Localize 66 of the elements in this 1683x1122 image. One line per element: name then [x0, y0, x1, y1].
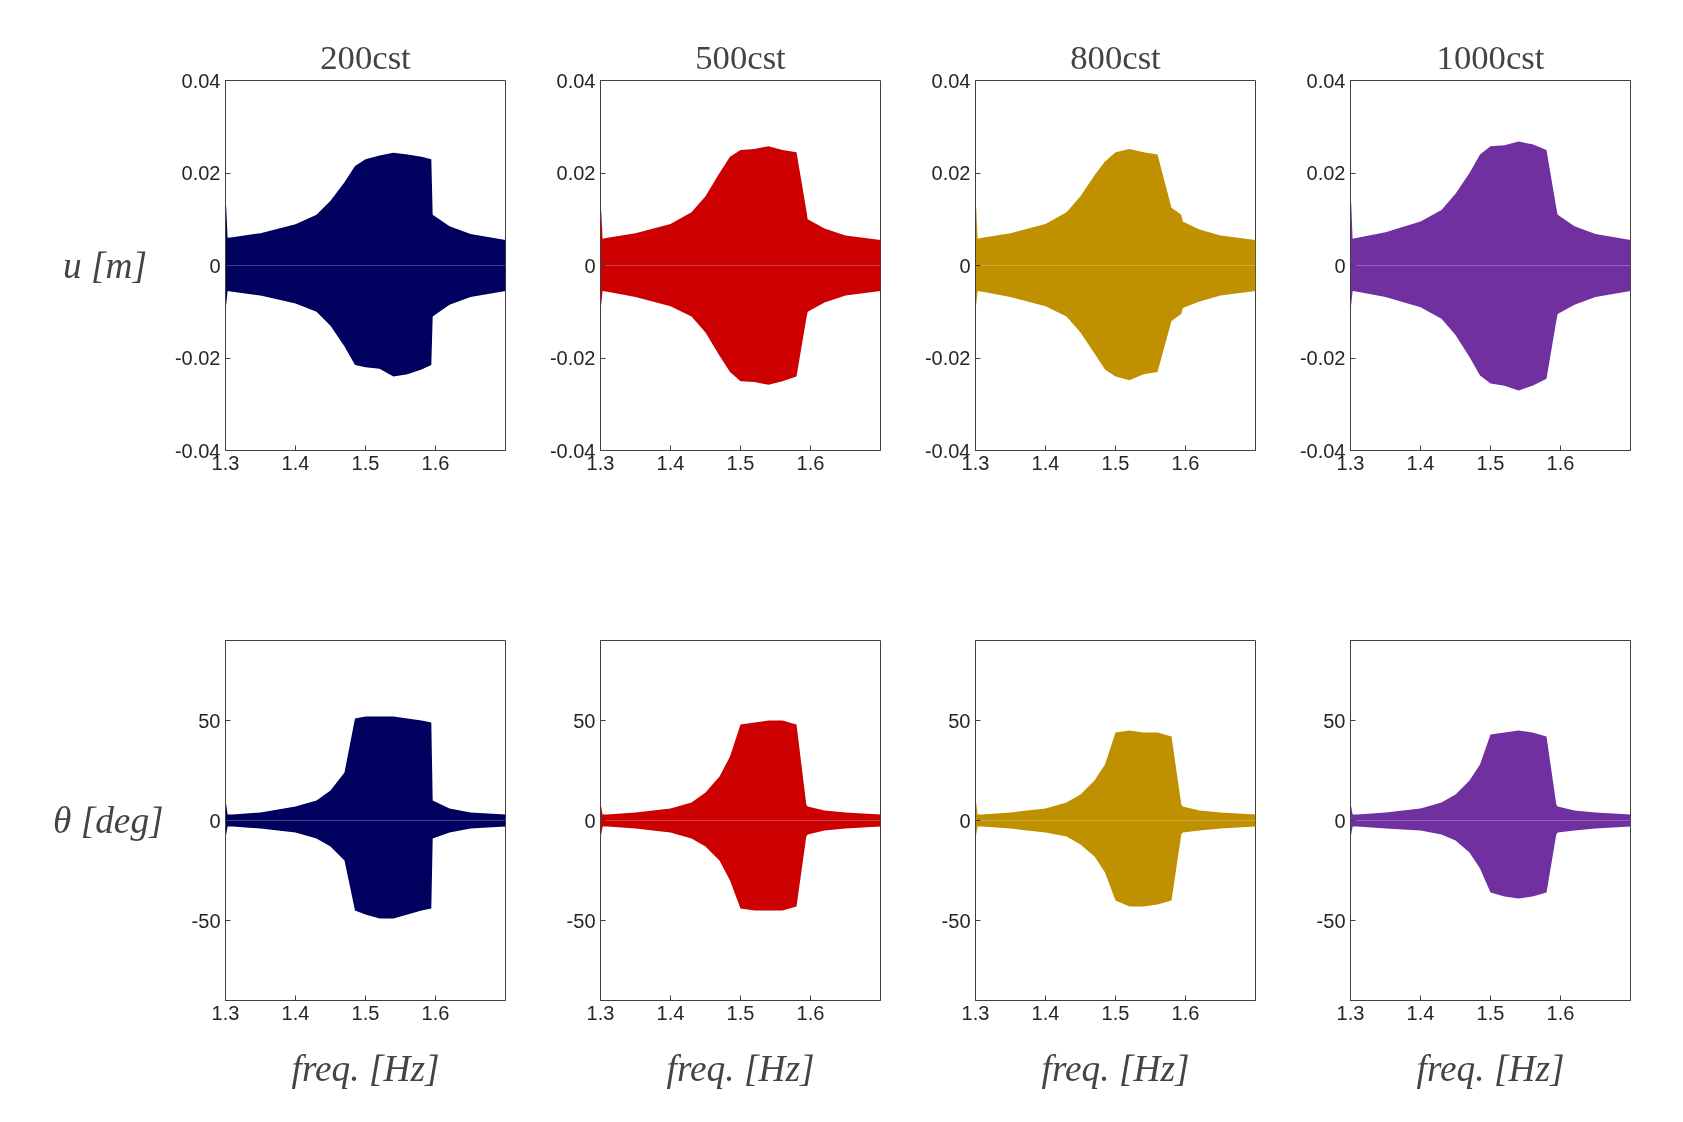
x-tick-label: 1.6 — [1546, 451, 1575, 474]
y-tick-label: 0.04 — [181, 69, 221, 92]
y-tick-label: -0.02 — [549, 347, 596, 369]
x-axis-title: freq. [Hz] — [291, 1047, 440, 1089]
x-tick-label: 1.4 — [1031, 451, 1060, 474]
y-tick-label: 0.04 — [931, 69, 971, 92]
x-axis-title: freq. [Hz] — [1416, 1047, 1565, 1089]
y-tick-label: -50 — [941, 909, 971, 932]
y-tick-label: 50 — [198, 709, 221, 732]
x-tick-label: 1.5 — [1476, 451, 1505, 474]
y-tick-label: -50 — [1316, 909, 1346, 932]
y-tick-label: 0.02 — [931, 162, 971, 184]
x-axis-title: freq. [Hz] — [666, 1047, 815, 1089]
x-tick-label: 1.6 — [421, 1001, 450, 1024]
x-tick-label: 1.4 — [281, 451, 310, 474]
x-tick-label: 1.5 — [351, 451, 380, 474]
y-tick-label: 0.02 — [556, 162, 596, 184]
y-tick-label: 0.04 — [556, 69, 596, 92]
y-tick-label: -0.02 — [1299, 347, 1346, 369]
x-tick-label: 1.6 — [796, 451, 825, 474]
y-tick-label: 0 — [1334, 254, 1346, 277]
y-tick-label: -0.02 — [924, 347, 971, 369]
x-tick-label: 1.5 — [1476, 1001, 1505, 1024]
y-tick-label: 0.04 — [1306, 69, 1346, 92]
chart-title: 800cst — [1070, 37, 1162, 76]
x-tick-label: 1.3 — [211, 1001, 240, 1024]
y-tick-label: 0 — [959, 254, 971, 277]
y-tick-label: -0.02 — [174, 347, 221, 369]
x-tick-label: 1.4 — [656, 1001, 685, 1024]
x-tick-label: 1.6 — [1171, 451, 1200, 474]
y-tick-label: 0 — [209, 809, 221, 832]
x-tick-label: 1.3 — [1336, 1001, 1365, 1024]
x-tick-label: 1.6 — [421, 451, 450, 474]
y-tick-label: 0 — [209, 254, 221, 277]
y-axis-title: u [m] — [62, 245, 147, 286]
x-tick-label: 1.5 — [726, 451, 755, 474]
x-tick-label: 1.4 — [281, 1001, 310, 1024]
x-tick-label: 1.5 — [351, 1001, 380, 1024]
y-tick-label: 50 — [948, 709, 971, 732]
y-tick-label: 0 — [959, 809, 971, 832]
y-tick-label: 0 — [1334, 809, 1346, 832]
y-tick-label: -50 — [191, 909, 221, 932]
chart-title: 200cst — [320, 37, 412, 76]
x-tick-label: 1.3 — [961, 1001, 990, 1024]
x-tick-label: 1.5 — [1101, 1001, 1130, 1024]
x-tick-label: 1.6 — [796, 1001, 825, 1024]
x-tick-label: 1.6 — [1546, 1001, 1575, 1024]
y-tick-label: 50 — [573, 709, 596, 732]
y-axis-title: θ [deg] — [52, 800, 164, 841]
y-tick-label: 0.02 — [1306, 162, 1346, 184]
y-tick-label: 0 — [584, 809, 596, 832]
y-tick-label: 50 — [1323, 709, 1346, 732]
chart-title: 500cst — [695, 37, 787, 76]
x-axis-title: freq. [Hz] — [1041, 1047, 1190, 1089]
x-tick-label: 1.5 — [1101, 451, 1130, 474]
x-tick-label: 1.6 — [1171, 1001, 1200, 1024]
x-tick-label: 1.3 — [586, 1001, 615, 1024]
x-tick-label: 1.4 — [1406, 451, 1435, 474]
x-tick-label: 1.4 — [1406, 1001, 1435, 1024]
x-tick-label: 1.5 — [726, 1001, 755, 1024]
y-tick-label: 0 — [584, 254, 596, 277]
chart-title: 1000cst — [1436, 37, 1545, 76]
y-tick-label: -50 — [566, 909, 596, 932]
x-tick-label: 1.4 — [656, 451, 685, 474]
x-tick-label: 1.4 — [1031, 1001, 1060, 1024]
y-tick-label: 0.02 — [181, 162, 221, 184]
